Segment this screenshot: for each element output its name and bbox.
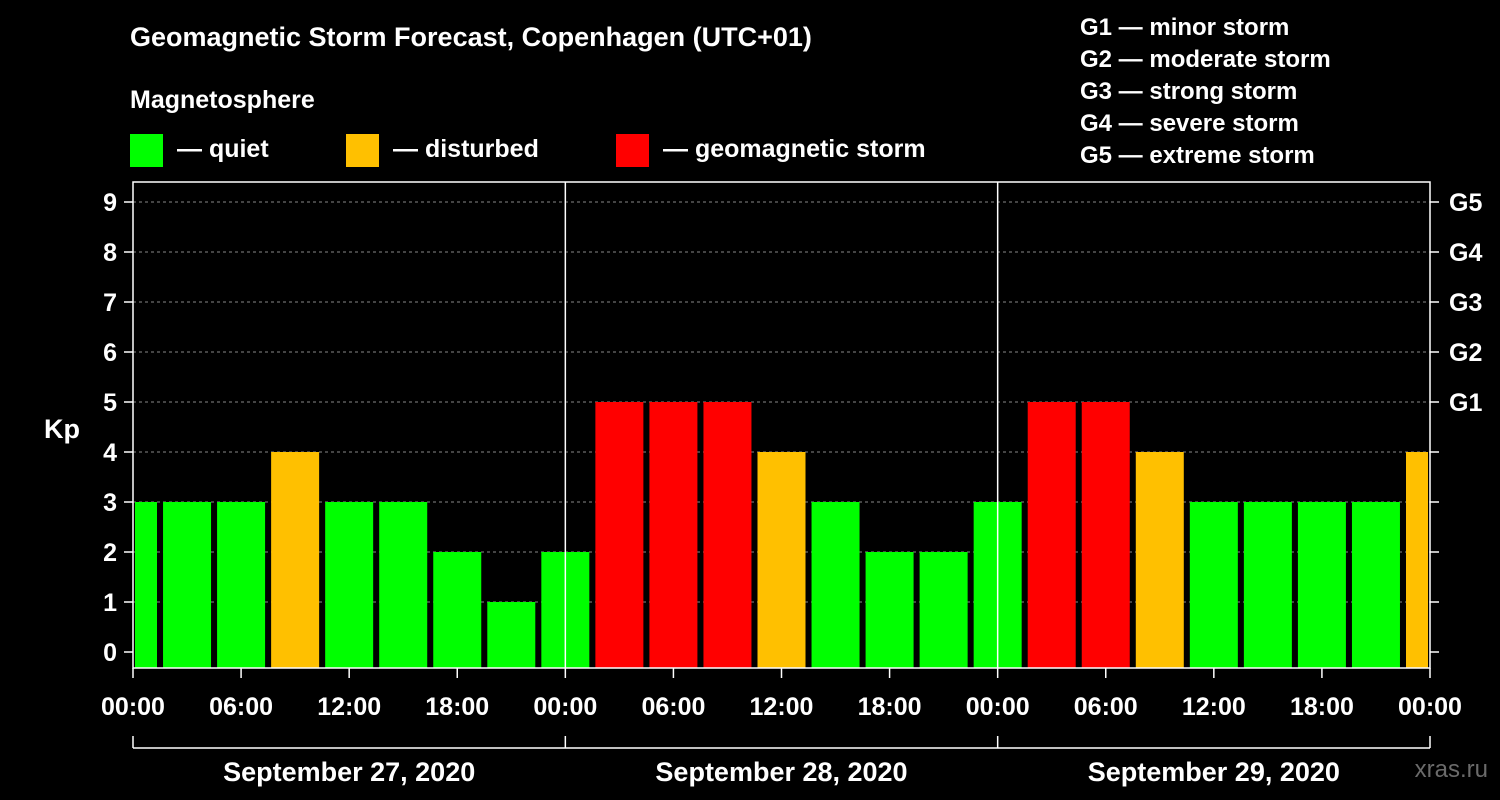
x-tick-label: 18:00 (425, 693, 489, 721)
day-label: September 27, 2020 (223, 757, 475, 787)
legend-label-quiet: — quiet (177, 135, 269, 163)
kp-bar (135, 502, 157, 668)
kp-bar (811, 502, 860, 668)
x-tick-label: 12:00 (1182, 693, 1246, 721)
day-label: September 28, 2020 (655, 757, 907, 787)
x-tick-label: 00:00 (533, 693, 597, 721)
kp-bar (1135, 452, 1184, 668)
g-scale-legend-g2: G2 — moderate storm (1080, 46, 1331, 73)
kp-bar (1243, 502, 1292, 668)
x-tick-label: 12:00 (750, 693, 814, 721)
kp-bar (595, 402, 644, 668)
g-scale-label: G5 (1449, 189, 1482, 217)
x-tick-label: 06:00 (641, 693, 705, 721)
kp-bar (163, 502, 212, 668)
kp-bar (757, 452, 806, 668)
legend-label-disturbed: — disturbed (393, 135, 539, 163)
y-axis-title: Kp (44, 414, 80, 444)
kp-bar (1297, 502, 1346, 668)
y-tick-label: 0 (103, 639, 117, 667)
g-scale-label: G4 (1449, 239, 1482, 267)
y-tick-label: 6 (103, 339, 117, 367)
kp-bar (433, 552, 482, 668)
watermark: xras.ru (1414, 756, 1488, 783)
g-scale-legend-g5: G5 — extreme storm (1080, 142, 1315, 169)
legend-label-storm: — geomagnetic storm (663, 135, 926, 163)
x-tick-label: 00:00 (966, 693, 1030, 721)
x-tick-label: 18:00 (858, 693, 922, 721)
y-tick-label: 1 (103, 589, 117, 617)
kp-bar (379, 502, 428, 668)
legend-swatch-disturbed (346, 134, 379, 167)
y-tick-label: 2 (103, 539, 117, 567)
y-tick-label: 7 (103, 289, 117, 317)
kp-bar (325, 502, 374, 668)
y-tick-label: 4 (103, 439, 117, 467)
kp-bar (1189, 502, 1238, 668)
kp-bar (865, 552, 914, 668)
g-scale-label: G1 (1449, 389, 1482, 417)
kp-bar (703, 402, 752, 668)
legend-heading: Magnetosphere (130, 86, 315, 114)
y-tick-label: 9 (103, 189, 117, 217)
legend-swatch-quiet (130, 134, 163, 167)
x-tick-label: 00:00 (1398, 693, 1462, 721)
x-tick-label: 18:00 (1290, 693, 1354, 721)
x-tick-label: 00:00 (101, 693, 165, 721)
kp-bar (487, 602, 536, 668)
kp-bar (271, 452, 320, 668)
kp-bar (1027, 402, 1076, 668)
kp-bar (649, 402, 698, 668)
g-scale-label: G2 (1449, 339, 1482, 367)
x-tick-label: 12:00 (317, 693, 381, 721)
g-scale-legend-g3: G3 — strong storm (1080, 78, 1298, 105)
x-tick-label: 06:00 (1074, 693, 1138, 721)
g-scale-legend-g1: G1 — minor storm (1080, 14, 1290, 41)
kp-bar (1351, 502, 1400, 668)
kp-bar (217, 502, 266, 668)
kp-bar (1406, 452, 1428, 668)
g-scale-legend-g4: G4 — severe storm (1080, 110, 1299, 137)
y-tick-label: 8 (103, 239, 117, 267)
day-label: September 29, 2020 (1088, 757, 1340, 787)
y-tick-label: 5 (103, 389, 117, 417)
chart-title: Geomagnetic Storm Forecast, Copenhagen (… (130, 22, 812, 52)
y-tick-label: 3 (103, 489, 117, 517)
kp-bar (1081, 402, 1130, 668)
kp-bar (919, 552, 968, 668)
x-tick-label: 06:00 (209, 693, 273, 721)
g-scale-label: G3 (1449, 289, 1482, 317)
legend-swatch-storm (616, 134, 649, 167)
